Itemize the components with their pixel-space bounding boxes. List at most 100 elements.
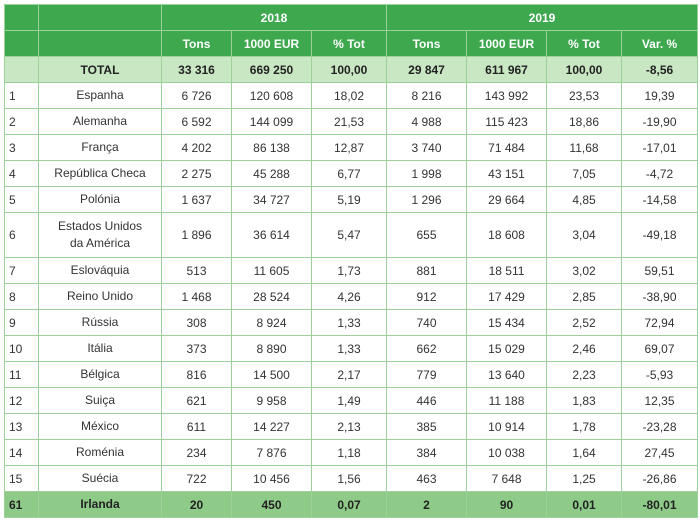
value-cell: 1 296	[386, 186, 467, 213]
country-cell: Roménia	[38, 439, 162, 466]
value-cell: 13 640	[466, 361, 547, 388]
rank-cell: 12	[4, 387, 39, 414]
rank-cell: 10	[4, 335, 39, 362]
rank-cell: 14	[4, 439, 39, 466]
value-cell: 2,46	[546, 335, 622, 362]
value-cell: 655	[386, 212, 467, 258]
value-cell: 4 988	[386, 108, 467, 135]
value-cell: -26,86	[620, 465, 699, 492]
value-cell: 18 511	[466, 257, 547, 284]
value-cell: 59,51	[620, 257, 699, 284]
value-cell: 10 038	[466, 439, 547, 466]
value-cell: 12,87	[311, 134, 387, 161]
rank-cell: 61	[4, 491, 39, 518]
year-header: 2019	[385, 4, 699, 31]
cell-text: Estados Unidos da América	[57, 219, 143, 250]
value-cell: 15 434	[466, 309, 547, 336]
column-header: % Tot	[546, 30, 622, 57]
country-cell: Estados Unidos da América	[38, 212, 162, 258]
value-cell: 3 740	[386, 134, 467, 161]
value-cell: 11,68	[546, 134, 622, 161]
cell-text: Reino Unido	[66, 289, 134, 303]
value-cell: 881	[386, 257, 467, 284]
table-row: 14 Roménia 234 7 876 1,18 384 10 038 1,64 27,45	[4, 439, 699, 466]
cell-text: Suiça	[84, 393, 116, 407]
cell-text: Roménia	[75, 445, 125, 459]
value-cell: 1,49	[311, 387, 387, 414]
rank-cell: 3	[4, 134, 39, 161]
value-cell: 5,19	[311, 186, 387, 213]
value-cell: 5,47	[311, 212, 387, 258]
value-cell: 45 288	[231, 160, 312, 187]
table-row: 6 Estados Unidos da América 1 896 36 614 5,4…	[4, 212, 699, 258]
rank-cell: 2	[4, 108, 39, 135]
table-row: 13 México 611 14 227 2,13 385 10 914 1,78 -23,28	[4, 413, 699, 440]
country-cell: Irlanda	[38, 491, 162, 518]
country-cell: México	[38, 413, 162, 440]
country-cell: Suécia	[38, 465, 162, 492]
value-cell: 15 029	[466, 335, 547, 362]
rank-cell: 7	[4, 257, 39, 284]
value-cell: 10 914	[466, 413, 547, 440]
value-cell: -49,18	[620, 212, 699, 258]
country-cell: Itália	[38, 335, 162, 362]
value-cell: 8 924	[231, 309, 312, 336]
value-cell: 10 456	[231, 465, 312, 492]
value-cell: 34 727	[231, 186, 312, 213]
rank-cell: 5	[4, 186, 39, 213]
value-cell: -17,01	[620, 134, 699, 161]
value-cell: 1,33	[311, 309, 387, 336]
value-cell: 143 992	[466, 82, 547, 109]
empty-cell	[38, 4, 162, 31]
cell-text: República Checa	[54, 166, 146, 180]
total-cell: 100,00	[546, 56, 622, 83]
value-cell: 18 608	[466, 212, 547, 258]
table-row: 12 Suiça 621 9 958 1,49 446 11 188 1,83 12,35	[4, 387, 699, 414]
rank-cell: 4	[4, 160, 39, 187]
value-cell: 19,39	[620, 82, 699, 109]
value-cell: 621	[161, 387, 232, 414]
table-body: 2018 2019 Tons 1000 EUR% Tot Tons 1000 EUR% T…	[4, 4, 699, 518]
value-cell: 446	[386, 387, 467, 414]
value-cell: 308	[161, 309, 232, 336]
table-row: 4 República Checa 2 275 45 288 6,77 1 998 43 1…	[4, 160, 699, 187]
value-cell: 4,85	[546, 186, 622, 213]
value-cell: 7 648	[466, 465, 547, 492]
value-cell: 6 726	[161, 82, 232, 109]
value-cell: 2,13	[311, 413, 387, 440]
cell-text: Bélgica	[80, 367, 120, 381]
value-cell: 912	[386, 283, 467, 310]
value-cell: 11 188	[466, 387, 547, 414]
header-row: 2018 2019	[4, 4, 699, 31]
value-cell: 8 890	[231, 335, 312, 362]
value-cell: 3,04	[546, 212, 622, 258]
value-cell: -38,90	[620, 283, 699, 310]
table-row: 8 Reino Unido 1 468 28 524 4,26 912 17 429 2,85…	[4, 283, 699, 310]
table-row: 7 Eslováquia 513 11 605 1,73 881 18 511 3,02 59,…	[4, 257, 699, 284]
year-header: 2018	[161, 4, 387, 31]
value-cell: -80,01	[620, 491, 699, 518]
rank-cell: 15	[4, 465, 39, 492]
table-row: 2 Alemanha 6 592 144 099 21,53 4 988 115 423 18…	[4, 108, 699, 135]
value-cell: 1 468	[161, 283, 232, 310]
value-cell: 28 524	[231, 283, 312, 310]
value-cell: -4,72	[620, 160, 699, 187]
country-cell: Suiça	[38, 387, 162, 414]
value-cell: 72,94	[620, 309, 699, 336]
value-cell: 7,05	[546, 160, 622, 187]
column-header: 1000 EUR	[466, 30, 547, 57]
value-cell: 6,77	[311, 160, 387, 187]
country-cell: Alemanha	[38, 108, 162, 135]
value-cell: 1,83	[546, 387, 622, 414]
value-cell: 2,52	[546, 309, 622, 336]
value-cell: 17 429	[466, 283, 547, 310]
value-cell: 29 664	[466, 186, 547, 213]
value-cell: 384	[386, 439, 467, 466]
value-cell: 1,18	[311, 439, 387, 466]
table-row: 9 Rússia 308 8 924 1,33 740 15 434 2,52 72,94	[4, 309, 699, 336]
value-cell: 12,35	[620, 387, 699, 414]
value-cell: 463	[386, 465, 467, 492]
value-cell: 8 216	[386, 82, 467, 109]
empty-cell	[4, 30, 39, 57]
